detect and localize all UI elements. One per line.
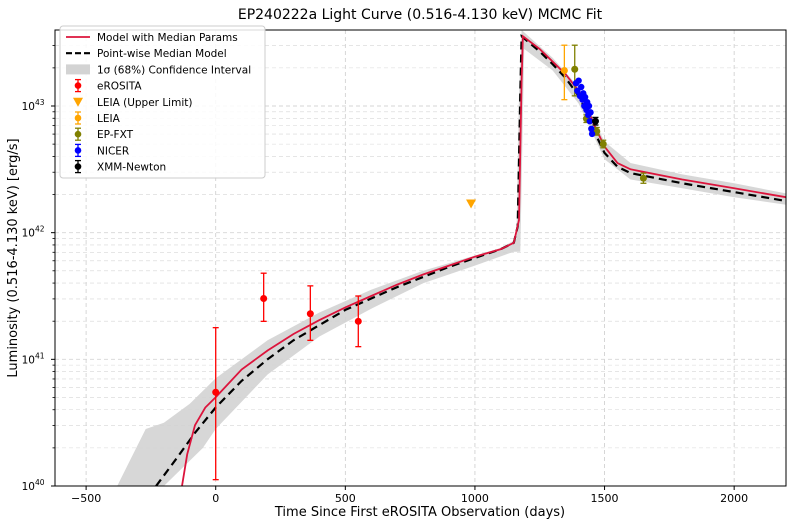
legend-label-epfxt: EP-FXT xyxy=(97,129,134,141)
epfxt-point xyxy=(571,65,579,73)
legend-label-xmm: XMM-Newton xyxy=(97,162,166,174)
y-tick-label-base: 10 xyxy=(22,101,35,113)
legend-box xyxy=(59,25,266,179)
leia-point xyxy=(560,67,568,75)
nicer-point xyxy=(581,93,589,101)
y-axis-label: Luminosity (0.516-4.130 keV) [erg/s] xyxy=(6,138,21,377)
x-tick-label: 1000 xyxy=(461,492,489,505)
legend-swatch-epfxt xyxy=(74,130,82,138)
legend-label-model: Model with Median Params xyxy=(97,32,238,44)
chart-title: EP240222a Light Curve (0.516-4.130 keV) … xyxy=(238,7,603,23)
legend-swatch-band xyxy=(66,64,90,75)
confidence-band xyxy=(117,30,786,486)
legend-label-leia: LEIA xyxy=(97,113,121,125)
nicer-point xyxy=(587,109,594,116)
legend-label-median: Point-wise Median Model xyxy=(97,48,227,60)
y-tick-label-base: 10 xyxy=(22,354,35,366)
legend-label-nicer: NICER xyxy=(97,145,129,157)
legend-swatch-erosita xyxy=(74,82,82,89)
erosita-point xyxy=(354,317,362,325)
erosita-point xyxy=(212,388,220,396)
x-axis-ticks: −500 0 500 1000 1500 2000 xyxy=(71,486,748,505)
erosita-point xyxy=(260,295,268,303)
chart-legend: Model with Median Params Point-wise Media… xyxy=(59,25,266,179)
x-axis-label: Time Since First eROSITA Observation (da… xyxy=(274,505,565,520)
legend-swatch-nicer xyxy=(74,147,82,154)
y-tick-label-exponent: 40 xyxy=(35,478,45,487)
data-points xyxy=(212,44,647,481)
nicer-point xyxy=(578,83,585,91)
y-tick-label-base: 10 xyxy=(22,228,35,240)
legend-label-erosita: eROSITA xyxy=(97,81,142,93)
x-tick-label: 0 xyxy=(212,492,219,505)
xmm-point xyxy=(591,117,599,125)
epfxt-point xyxy=(599,140,607,148)
leia-upper-limit-marker xyxy=(466,199,477,209)
epfxt-point xyxy=(639,174,647,182)
x-tick-label: 2000 xyxy=(720,492,748,505)
y-tick-label-base: 10 xyxy=(22,481,35,493)
erosita-point xyxy=(306,310,314,318)
legend-label-leia_ul: LEIA (Upper Limit) xyxy=(97,97,192,109)
nicer-point xyxy=(575,77,582,84)
legend-label-band: 1σ (68%) Confidence Interval xyxy=(97,64,251,76)
y-tick-label-exponent: 43 xyxy=(35,98,45,107)
nicer-point xyxy=(588,130,596,138)
legend-swatch-xmm xyxy=(74,163,82,170)
y-tick-label-exponent: 41 xyxy=(35,351,45,360)
nicer-point xyxy=(586,118,593,125)
x-tick-label: 500 xyxy=(335,492,356,505)
legend-swatch-leia_ul xyxy=(73,97,83,107)
y-tick-label-exponent: 42 xyxy=(35,225,45,234)
nicer-point xyxy=(588,125,595,132)
x-tick-label: −500 xyxy=(71,492,101,505)
plot-frame xyxy=(54,29,787,487)
legend-swatch-leia xyxy=(74,114,82,122)
nicer-point xyxy=(585,102,593,110)
x-tick-label: 1500 xyxy=(591,492,619,505)
